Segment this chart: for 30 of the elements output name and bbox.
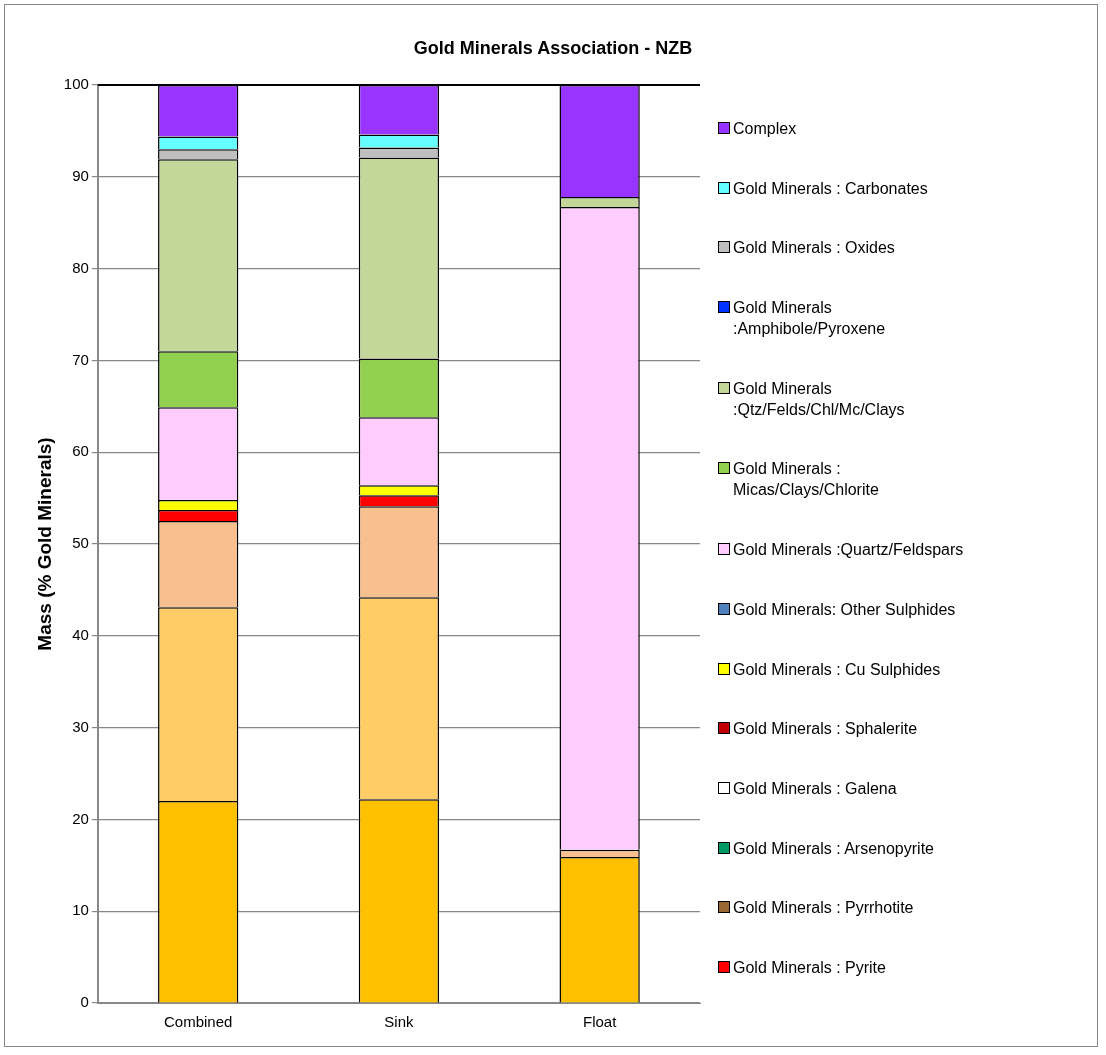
legend-label: Gold Minerals : Arsenopyrite: [733, 838, 935, 859]
legend-label: Gold Minerals : Oxides: [733, 238, 896, 259]
legend-label: Gold Minerals : Sphalerite: [733, 719, 919, 740]
y-tick-label: 70: [72, 350, 89, 368]
legend-label: Gold Minerals : Micas/Clays/Chlorite: [733, 459, 880, 501]
legend-label: Gold Minerals :Amphibole/Pyroxene: [733, 298, 887, 340]
legend-label: Gold Minerals : Pyrite: [733, 957, 887, 978]
y-tick-label: 50: [72, 534, 89, 552]
x-tick-label: Float: [582, 1013, 618, 1031]
legend-label: Complex: [733, 119, 798, 139]
legend-label: Gold Minerals: Other Sulphides: [733, 599, 957, 620]
y-tick-label: 10: [72, 901, 89, 919]
legend-label: Gold Minerals : Pyrrhotite: [733, 898, 915, 919]
y-tick-label: 60: [72, 442, 89, 460]
y-tick-label: 30: [72, 717, 89, 735]
legend-label: Gold Minerals : Carbonates: [733, 178, 929, 199]
legend-label: Gold Minerals : Cu Sulphides: [733, 659, 942, 680]
y-tick-label: 80: [72, 258, 89, 276]
y-tick-label: 0: [80, 993, 89, 1011]
x-tick-label: Combined: [164, 1013, 233, 1031]
y-tick-label: 100: [63, 75, 89, 93]
y-axis-title: Mass (% Gold Minerals): [33, 437, 55, 651]
y-tick-label: 20: [72, 809, 89, 827]
y-tick-label: 90: [72, 166, 89, 184]
legend-label: Gold Minerals :Quartz/Feldspars: [733, 540, 965, 561]
x-tick-label: Sink: [384, 1013, 414, 1031]
legend-label: Gold Minerals : Galena: [733, 778, 898, 799]
y-tick-label: 40: [72, 625, 89, 643]
chart-title: Gold Minerals Association - NZB: [412, 38, 694, 59]
legend-label: Gold Minerals :Qtz/Felds/Chl/Mc/Clays: [733, 378, 906, 420]
